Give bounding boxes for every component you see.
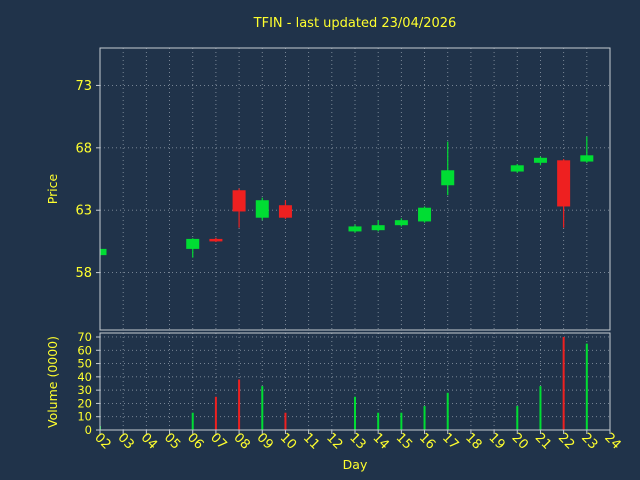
volume-tick-label: 50 bbox=[77, 357, 92, 371]
candle-day-09 bbox=[255, 197, 269, 221]
day-tick-label: 10 bbox=[277, 430, 299, 452]
candle-day-20 bbox=[510, 164, 524, 173]
candle-day-23 bbox=[580, 136, 594, 163]
volume-bar-day-21 bbox=[539, 386, 542, 430]
day-tick-label: 09 bbox=[254, 430, 276, 452]
day-tick-label: 02 bbox=[91, 430, 113, 452]
day-tick-label: 03 bbox=[115, 430, 137, 452]
volume-bar-day-06 bbox=[191, 412, 194, 430]
volume-bar-day-10 bbox=[284, 412, 287, 430]
candle-day-08 bbox=[232, 188, 246, 228]
volume-tick-label: 0 bbox=[85, 423, 92, 437]
axes-spines bbox=[99, 47, 611, 431]
day-tick-label: 16 bbox=[416, 430, 438, 452]
volume-tick-label: 30 bbox=[77, 383, 92, 397]
candle-body bbox=[533, 157, 547, 163]
volume-bar-day-23 bbox=[585, 343, 588, 430]
day-tick-label: 13 bbox=[346, 430, 368, 452]
price-tick-label: 63 bbox=[75, 204, 92, 219]
candle-day-14 bbox=[371, 220, 385, 232]
volume-tick-label: 20 bbox=[77, 396, 92, 410]
volume-bar-day-14 bbox=[377, 412, 380, 430]
volume-axis-label: Volume (0000) bbox=[45, 336, 60, 428]
day-tick-label: 23 bbox=[578, 430, 600, 452]
volume-bar-day-07 bbox=[214, 396, 217, 430]
candle-body bbox=[510, 165, 524, 172]
candle-day-13 bbox=[348, 224, 362, 233]
candle-body bbox=[441, 170, 455, 186]
price-tick-label: 73 bbox=[75, 79, 92, 94]
candle-day-10 bbox=[278, 200, 292, 219]
volume-bar-day-20 bbox=[516, 406, 519, 430]
day-tick-label: 14 bbox=[370, 430, 392, 452]
price-axis-label: Price bbox=[45, 173, 60, 204]
volume-bar-day-17 bbox=[446, 392, 449, 430]
tick-marks bbox=[96, 84, 611, 434]
day-tick-label: 22 bbox=[555, 430, 577, 452]
candle-day-17 bbox=[441, 141, 455, 196]
volume-tick-label: 70 bbox=[77, 330, 92, 344]
candle-body bbox=[557, 160, 571, 207]
day-tick-label: 04 bbox=[138, 430, 160, 452]
day-tick-label: 07 bbox=[207, 430, 229, 452]
day-tick-label: 06 bbox=[184, 430, 206, 452]
day-tick-label: 05 bbox=[161, 430, 183, 452]
day-tick-label: 24 bbox=[601, 430, 623, 452]
candle-day-15 bbox=[394, 218, 408, 227]
day-tick-label: 18 bbox=[462, 430, 484, 452]
volume-bar-day-08 bbox=[238, 379, 241, 430]
gridlines bbox=[99, 48, 611, 431]
volume-bar-day-22 bbox=[562, 336, 565, 430]
candle-day-06 bbox=[186, 238, 200, 258]
day-tick-label: 15 bbox=[393, 430, 415, 452]
candle-body bbox=[580, 155, 594, 162]
day-tick-label: 11 bbox=[300, 430, 322, 452]
x-axis-label: Day bbox=[343, 457, 368, 472]
day-tick-label: 21 bbox=[532, 430, 554, 452]
candle-body bbox=[100, 248, 107, 256]
volume-bar-day-13 bbox=[354, 396, 356, 430]
day-tick-label: 17 bbox=[439, 430, 461, 452]
candle-body bbox=[278, 205, 292, 218]
candle-body bbox=[394, 220, 408, 226]
volume-tick-label: 40 bbox=[77, 370, 92, 384]
candle-body bbox=[186, 238, 200, 249]
volume-bar-day-16 bbox=[423, 406, 426, 430]
volume-tick-label: 60 bbox=[77, 343, 92, 357]
chart-title: TFIN - last updated 23/04/2026 bbox=[253, 16, 457, 31]
candle-body bbox=[255, 200, 269, 218]
volume-series bbox=[100, 336, 588, 430]
candle-day-07 bbox=[209, 237, 223, 243]
price-tick-label: 68 bbox=[75, 141, 92, 156]
volume-bar-day-09 bbox=[261, 386, 264, 430]
candle-body bbox=[348, 226, 362, 232]
price-tick-label: 58 bbox=[75, 266, 92, 281]
candle-day-16 bbox=[418, 206, 432, 223]
candlestick-series bbox=[100, 136, 594, 258]
day-tick-label: 08 bbox=[230, 430, 252, 452]
candle-day-21 bbox=[533, 156, 547, 166]
day-tick-label: 12 bbox=[323, 430, 345, 452]
candle-body bbox=[371, 225, 385, 231]
day-tick-label: 19 bbox=[485, 430, 507, 452]
candle-body bbox=[209, 238, 223, 242]
candle-day-02 bbox=[100, 248, 107, 257]
price-panel-spine bbox=[99, 47, 611, 331]
candle-day-22 bbox=[557, 159, 571, 228]
candle-body bbox=[232, 190, 246, 212]
candle-body bbox=[418, 207, 432, 222]
volume-bar-day-15 bbox=[400, 412, 403, 430]
day-tick-label: 20 bbox=[509, 430, 531, 452]
volume-tick-label: 10 bbox=[77, 410, 92, 424]
